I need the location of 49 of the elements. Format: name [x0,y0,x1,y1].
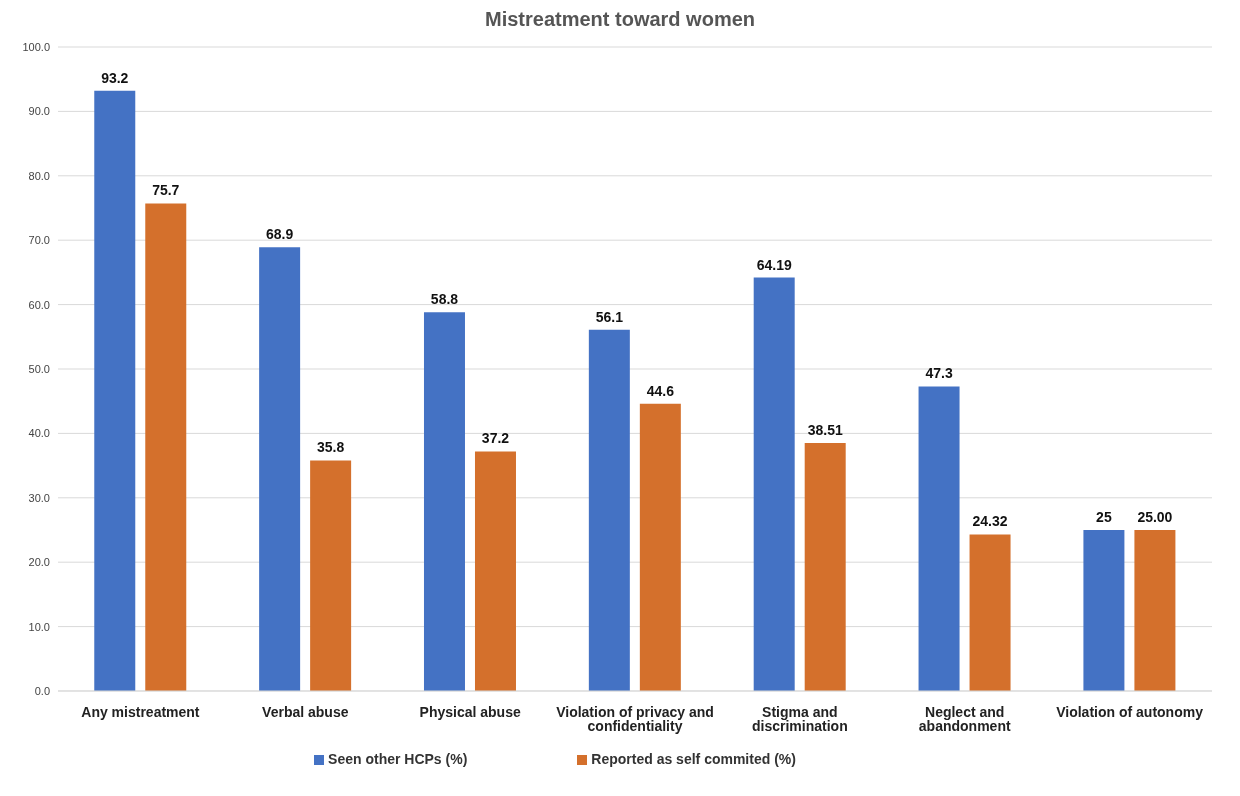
data-label: 68.9 [266,226,294,243]
y-tick-label: 60.0 [28,298,50,311]
data-label: 56.1 [595,308,624,325]
bar [918,386,960,691]
y-tick-label: 100.0 [22,40,50,53]
data-label: 25.00 [1137,509,1173,525]
bar [94,90,136,691]
bar [588,329,630,691]
bar [1083,530,1125,691]
chart-title: Mistreatment toward women [483,8,756,31]
bar [639,403,681,691]
y-tick-label: 20.0 [28,556,50,569]
x-tick-label: Any mistreatment [81,703,200,720]
legend-label: Reported as self commited (%) [591,751,796,767]
data-label: 75.7 [152,182,180,199]
data-label: 25 [1096,509,1112,525]
x-tick-label: Stigma and discrimination [752,703,848,734]
y-tick-label: 70.0 [28,234,50,247]
y-tick-label: 10.0 [28,620,50,633]
data-label: 58.8 [430,291,459,308]
data-label: 44.6 [646,382,675,399]
bar [969,534,1011,691]
data-label: 37.2 [481,430,510,447]
data-label: 38.51 [807,422,843,438]
bar [753,277,795,691]
y-tick-label: 0.0 [34,684,50,697]
x-tick-label: Verbal abuse [262,703,349,720]
y-tick-label: 80.0 [28,169,50,182]
data-label: 47.3 [925,365,953,382]
data-label: 35.8 [317,439,345,456]
bar [259,247,301,691]
bar [474,451,516,691]
data-label: 24.32 [972,513,1008,530]
bar [423,312,465,691]
x-tick-label: Violation of autonomy [1056,703,1204,720]
y-tick-label: 40.0 [28,427,50,440]
bar [145,203,187,691]
legend-label: Seen other HCPs (%) [328,751,468,767]
bar [310,460,352,691]
data-label: 93.2 [101,69,129,86]
data-label: 64.19 [756,256,792,273]
bar [1134,530,1176,691]
y-tick-label: 30.0 [28,491,50,504]
x-tick-label: Violation of privacy and confidentiality [556,703,714,734]
x-tick-label: Neglect and abandonment [918,703,1011,734]
y-tick-label: 90.0 [28,105,50,118]
y-tick-label: 50.0 [28,362,50,375]
x-tick-label: Physical abuse [419,703,521,720]
bar [804,443,846,691]
